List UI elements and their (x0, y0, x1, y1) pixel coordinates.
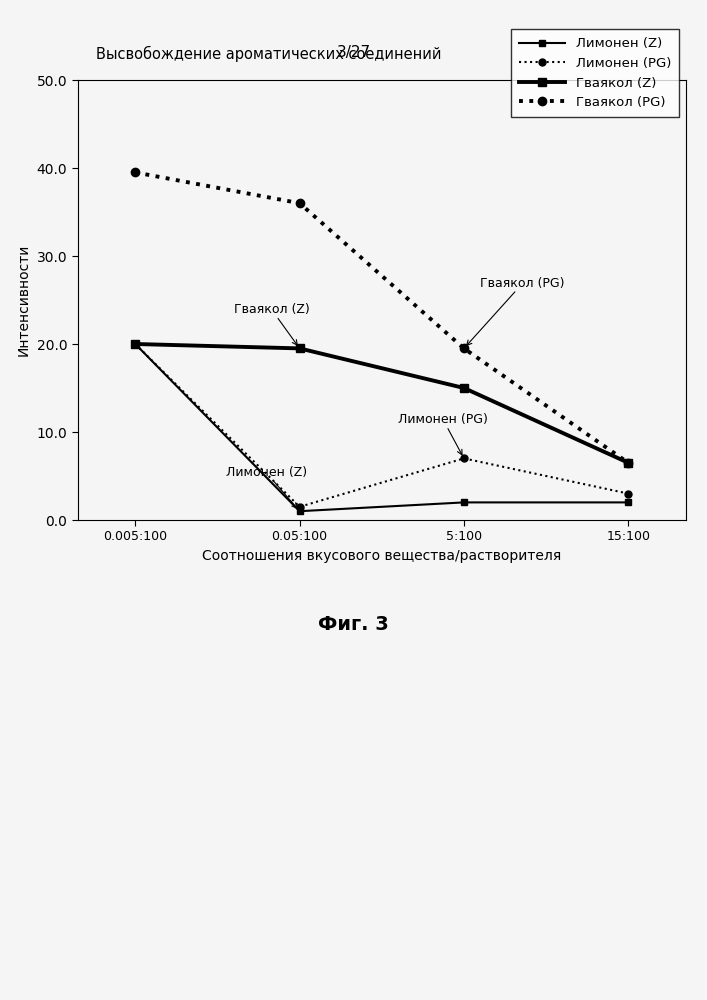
Legend: Лимонен (Z), Лимонен (PG), Гваякол (Z), Гваякол (PG): Лимонен (Z), Лимонен (PG), Гваякол (Z), … (511, 29, 679, 117)
Гваякол (Z) (131, 338, 139, 350)
Text: Лимонен (Z): Лимонен (Z) (226, 466, 307, 508)
Text: Гваякол (Z): Гваякол (Z) (234, 303, 310, 345)
Лимонен (Z) (624, 496, 633, 508)
Y-axis label: Интенсивности: Интенсивности (17, 244, 31, 356)
Лимонен (Z) (460, 496, 468, 508)
Гваякол (PG) (460, 342, 468, 354)
X-axis label: Соотношения вкусового вещества/растворителя: Соотношения вкусового вещества/растворит… (202, 549, 561, 563)
Line: Гваякол (Z): Гваякол (Z) (131, 340, 633, 467)
Text: Фиг. 3: Фиг. 3 (318, 615, 389, 634)
Text: Гваякол (PG): Гваякол (PG) (467, 277, 565, 345)
Лимонен (PG) (624, 488, 633, 500)
Гваякол (Z) (460, 382, 468, 394)
Line: Лимонен (PG): Лимонен (PG) (132, 341, 632, 510)
Text: Лимонен (PG): Лимонен (PG) (398, 413, 488, 455)
Text: 3/27: 3/27 (337, 45, 370, 60)
Гваякол (PG) (131, 166, 139, 178)
Text: Высвобождение ароматических соединений: Высвобождение ароматических соединений (96, 46, 441, 62)
Лимонен (PG) (131, 338, 139, 350)
Гваякол (PG) (624, 457, 633, 469)
Лимонен (PG) (296, 501, 304, 513)
Гваякол (Z) (624, 457, 633, 469)
Лимонен (PG) (460, 452, 468, 464)
Лимонен (Z) (296, 505, 304, 517)
Гваякол (Z) (296, 342, 304, 354)
Гваякол (PG) (296, 197, 304, 209)
Лимонен (Z) (131, 338, 139, 350)
Line: Гваякол (PG): Гваякол (PG) (131, 168, 633, 467)
Line: Лимонен (Z): Лимонен (Z) (132, 341, 632, 515)
